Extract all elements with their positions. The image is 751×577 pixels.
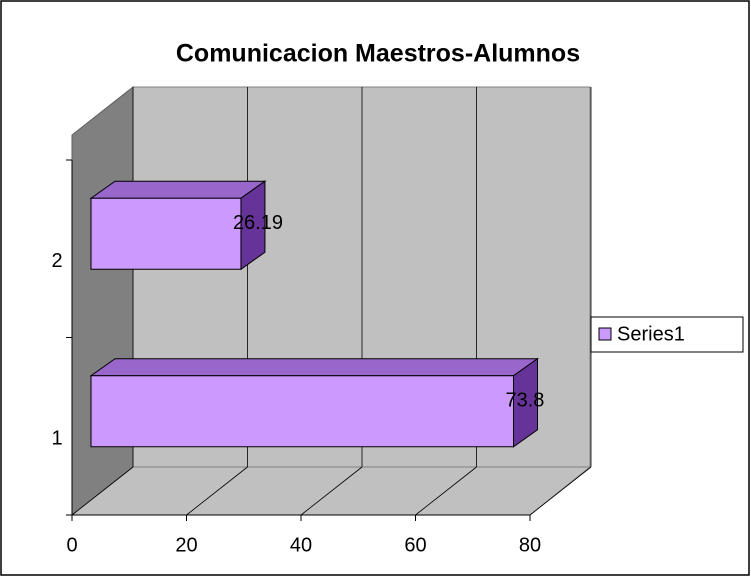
bar-top (89, 358, 540, 377)
data-label: 26.19 (233, 212, 283, 234)
y-tick-label: 2 (51, 250, 62, 272)
floor-grid-line (71, 466, 134, 516)
legend-marker (598, 327, 612, 341)
x-tick-label: 80 (519, 534, 541, 556)
chart-title: Comunicacion Maestros-Alumnos (176, 40, 580, 68)
y-tick-label: 1 (51, 428, 62, 450)
floor-grid-line (300, 466, 363, 516)
data-label: 73.8 (506, 390, 545, 412)
legend-label: Series1 (617, 323, 685, 345)
x-tick-label: 0 (66, 534, 77, 556)
x-tick-label: 40 (290, 534, 312, 556)
bar (90, 197, 242, 270)
bar-top (89, 180, 267, 199)
side-wall (71, 85, 134, 517)
floor-grid-line (529, 466, 592, 516)
floor-grid-line (186, 466, 248, 516)
bar (90, 375, 515, 448)
x-tick-label: 20 (175, 534, 197, 556)
x-tick-label: 60 (404, 534, 426, 556)
floor-grid-line (415, 466, 477, 516)
legend (590, 316, 744, 353)
